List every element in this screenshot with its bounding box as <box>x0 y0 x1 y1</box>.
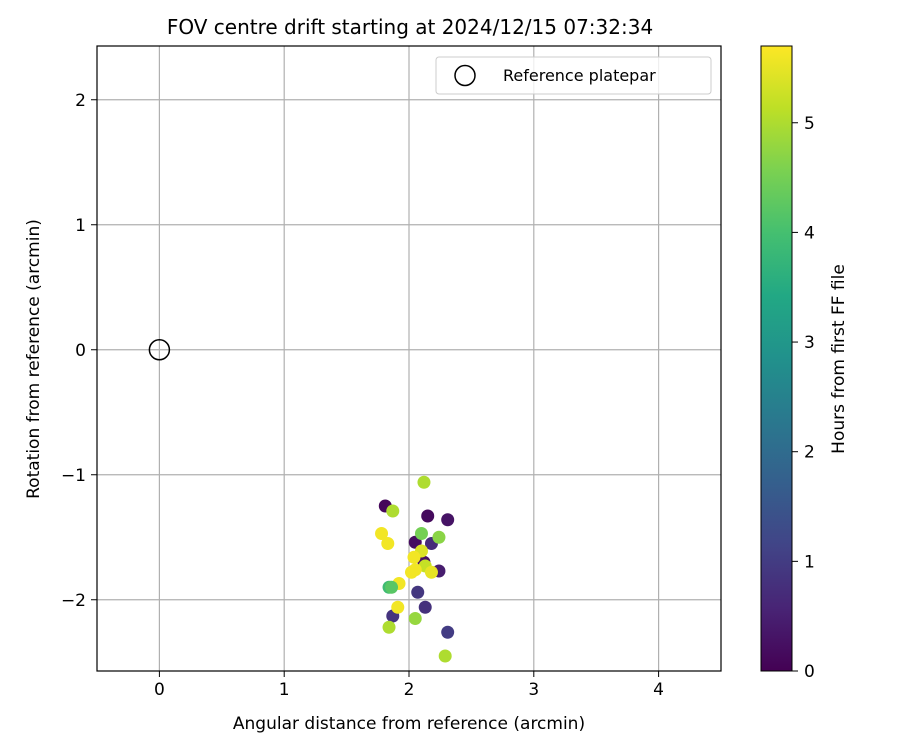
data-point <box>386 504 400 518</box>
reference-layer <box>148 339 171 361</box>
data-point <box>441 513 455 527</box>
x-tick-label: 4 <box>653 680 664 700</box>
data-point <box>424 565 438 579</box>
legend-marker-icon <box>454 64 476 87</box>
data-point <box>418 600 432 614</box>
scatter-points <box>375 475 455 663</box>
legend-label: Reference platepar <box>503 66 656 85</box>
colorbar-tick-label: 0 <box>804 662 815 682</box>
y-tick-label: 2 <box>75 91 86 111</box>
x-axis-ticks: 0 1 2 3 4 <box>154 671 664 700</box>
data-point <box>375 527 389 540</box>
x-tick-label: 2 <box>404 680 415 700</box>
x-tick-label: 0 <box>154 680 165 700</box>
data-point <box>385 580 399 594</box>
chart-title: FOV centre drift starting at 2024/12/15 … <box>167 15 653 39</box>
data-point <box>381 537 395 550</box>
colorbar-tick-label: 3 <box>804 333 815 353</box>
x-tick-label: 1 <box>279 680 290 700</box>
data-point <box>382 620 396 634</box>
y-axis-label: Rotation from reference (arcmin) <box>24 219 44 499</box>
colorbar-tick-label: 4 <box>804 223 815 243</box>
colorbar-ticks: 0 1 2 3 4 5 <box>792 114 815 682</box>
colorbar-tick-label: 1 <box>804 552 815 572</box>
data-point <box>391 600 405 614</box>
colorbar: 0 1 2 3 4 5 Hours from first FF file <box>760 45 849 682</box>
data-point <box>421 509 435 523</box>
legend: Reference platepar <box>435 56 712 95</box>
y-tick-label: −1 <box>61 466 86 486</box>
colorbar-tick-label: 5 <box>804 114 815 134</box>
grid-lines <box>97 46 721 671</box>
y-tick-label: 1 <box>75 216 86 236</box>
data-point <box>408 563 422 577</box>
colorbar-tick-label: 2 <box>804 443 815 463</box>
y-axis-ticks: −2 −1 0 1 2 <box>61 91 97 611</box>
x-axis-label: Angular distance from reference (arcmin) <box>233 714 585 734</box>
colorbar-gradient <box>760 45 793 672</box>
legend-box <box>435 56 712 95</box>
y-tick-label: 0 <box>75 341 86 361</box>
data-point <box>407 550 421 564</box>
reference-platepar-marker <box>148 339 171 361</box>
data-point <box>417 475 431 489</box>
colorbar-label: Hours from first FF file <box>829 264 849 454</box>
data-point <box>408 612 422 625</box>
data-point <box>438 649 452 663</box>
x-tick-label: 3 <box>528 680 539 700</box>
data-point <box>441 625 455 639</box>
data-point <box>414 527 428 540</box>
data-point <box>432 530 446 544</box>
y-tick-label: −2 <box>61 591 86 611</box>
data-point <box>411 585 425 599</box>
